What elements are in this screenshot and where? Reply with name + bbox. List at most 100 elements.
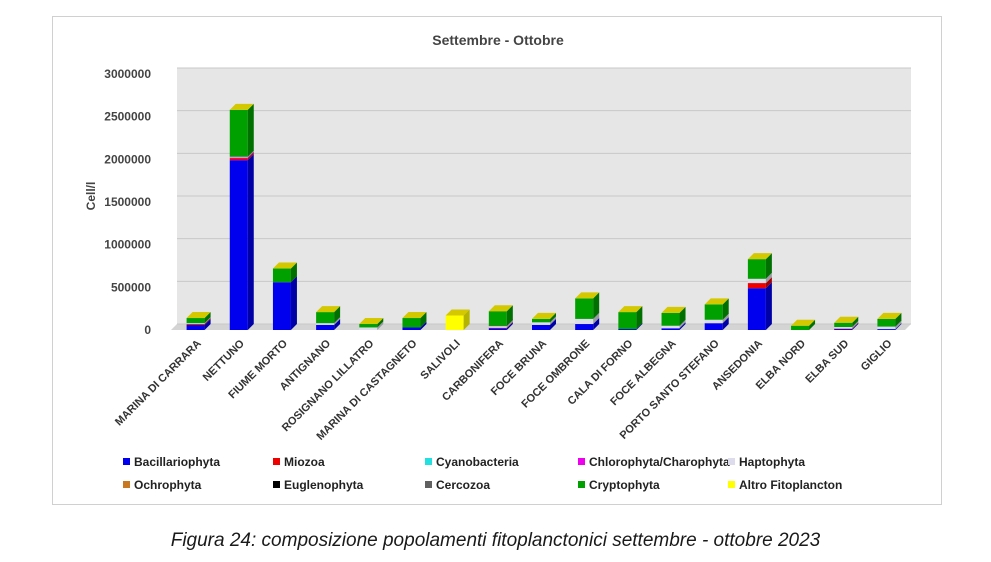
bar-segment [229,160,248,330]
bar-segment [316,324,335,330]
bar-segment-side [809,319,816,330]
legend-swatch [425,481,432,488]
bar-segment-side [290,276,297,330]
bar-segment [661,312,680,326]
bar-top-cap [488,305,513,312]
bar-segment-side [765,272,772,284]
bar-segment [229,157,248,159]
bar-segment-side [852,321,859,329]
bar-segment [704,304,723,320]
legend-label: Cyanobacteria [436,455,519,469]
bar-top-cap [229,103,254,110]
bar-segment [575,318,594,325]
bar-segment-side [679,306,686,326]
bar-segment [704,319,723,324]
bar-segment [747,288,766,330]
bar-segment-side [334,318,341,330]
bar-segment-side [636,306,643,330]
bar-segment-side [247,103,254,157]
bar-segment [488,326,507,328]
bar-top-cap [316,306,341,313]
x-tick-label: MARINA DI CARRARA [113,338,204,429]
bar-segment-side [679,322,686,330]
bar-segment [402,318,421,328]
bar-segment-side [593,312,600,325]
x-tick-label: NETTUNO [201,337,247,383]
bar-segment-side [247,154,254,330]
bar-segment [747,259,766,279]
y-tick-label: 1500000 [104,195,151,209]
bar-segment-side [377,318,384,328]
bar-top-cap [445,309,470,316]
y-axis-label: Cell/l [84,182,98,211]
bar-segment-side [420,312,427,328]
chart-title: Settembre - Ottobre [432,32,564,48]
legend-swatch [578,458,585,465]
bar-segment-side [550,316,556,325]
bar-segment [402,327,421,330]
bar-top-cap [186,312,211,319]
legend-label: Cercozoa [436,478,490,492]
legend-label: Euglenophyta [284,478,364,492]
bar-segment [704,323,723,330]
bar-segment-side [895,323,902,330]
bar-segment-side [247,151,254,159]
bar-segment [791,325,810,330]
legend-label: Haptophyta [739,455,805,469]
figure-caption: Figura 24: composizione popolamenti fito… [170,530,821,551]
bar-segment-side [550,312,556,323]
bar-segment-side [290,262,297,283]
bar-segment [488,311,507,326]
bar-segment-side [204,317,211,325]
legend-swatch [728,458,735,465]
bar-segment-side [377,321,384,330]
x-tick-label: SALIVOLI [418,338,462,382]
bar-segment [229,158,248,161]
bar-segment-side [765,282,772,330]
bar-segment [661,328,680,330]
bar-segment [229,156,248,158]
bar-top-cap [747,253,772,260]
bar-segment-side [463,309,470,330]
bar-segment-side [722,313,729,324]
bar-segment [575,324,594,330]
bar-segment [747,283,766,289]
bar-segment-side [765,253,772,279]
bar-segment-side [722,298,729,320]
legend-swatch [273,458,280,465]
legend-swatch [123,458,130,465]
legend-label: Miozoa [284,455,325,469]
legend-swatch [273,481,280,488]
stacked-bar-chart: Settembre - Ottobre 0 500000 1000000 1500000… [84,32,911,492]
legend-label: Bacillariophyta [134,455,220,469]
legend-label: Ochrophyta [134,478,202,492]
bar-segment-side [852,316,859,328]
bar-segment [359,324,378,328]
bar-segment [834,329,853,330]
bar-segment [272,282,291,330]
bar-segment-side [506,322,513,330]
bar-top-cap [402,312,427,319]
legend-swatch [578,481,585,488]
bar-segment [877,318,896,327]
bar-segment [359,327,378,330]
bar-segment [877,326,896,330]
bar-segment-side [765,277,772,289]
bar-top-cap [877,312,902,319]
bar-segment-side [636,323,643,330]
bar-segment [316,323,335,325]
bar-segment [229,109,248,157]
bar-segment-side [679,319,686,329]
y-tick-label: 500000 [111,280,151,294]
legend-label: Altro Fitoplancton [739,478,842,492]
bar-segment-side [593,318,600,330]
y-tick-label: 2500000 [104,110,151,124]
bar-segment [834,327,853,329]
legend-label: Cryptophyta [589,478,660,492]
bar-segment [445,315,464,330]
bar-segment [532,322,550,325]
bar-segment-side [506,305,513,326]
bar-segment [272,268,291,283]
bar-segment [834,322,853,328]
bar-top-cap [704,298,729,305]
